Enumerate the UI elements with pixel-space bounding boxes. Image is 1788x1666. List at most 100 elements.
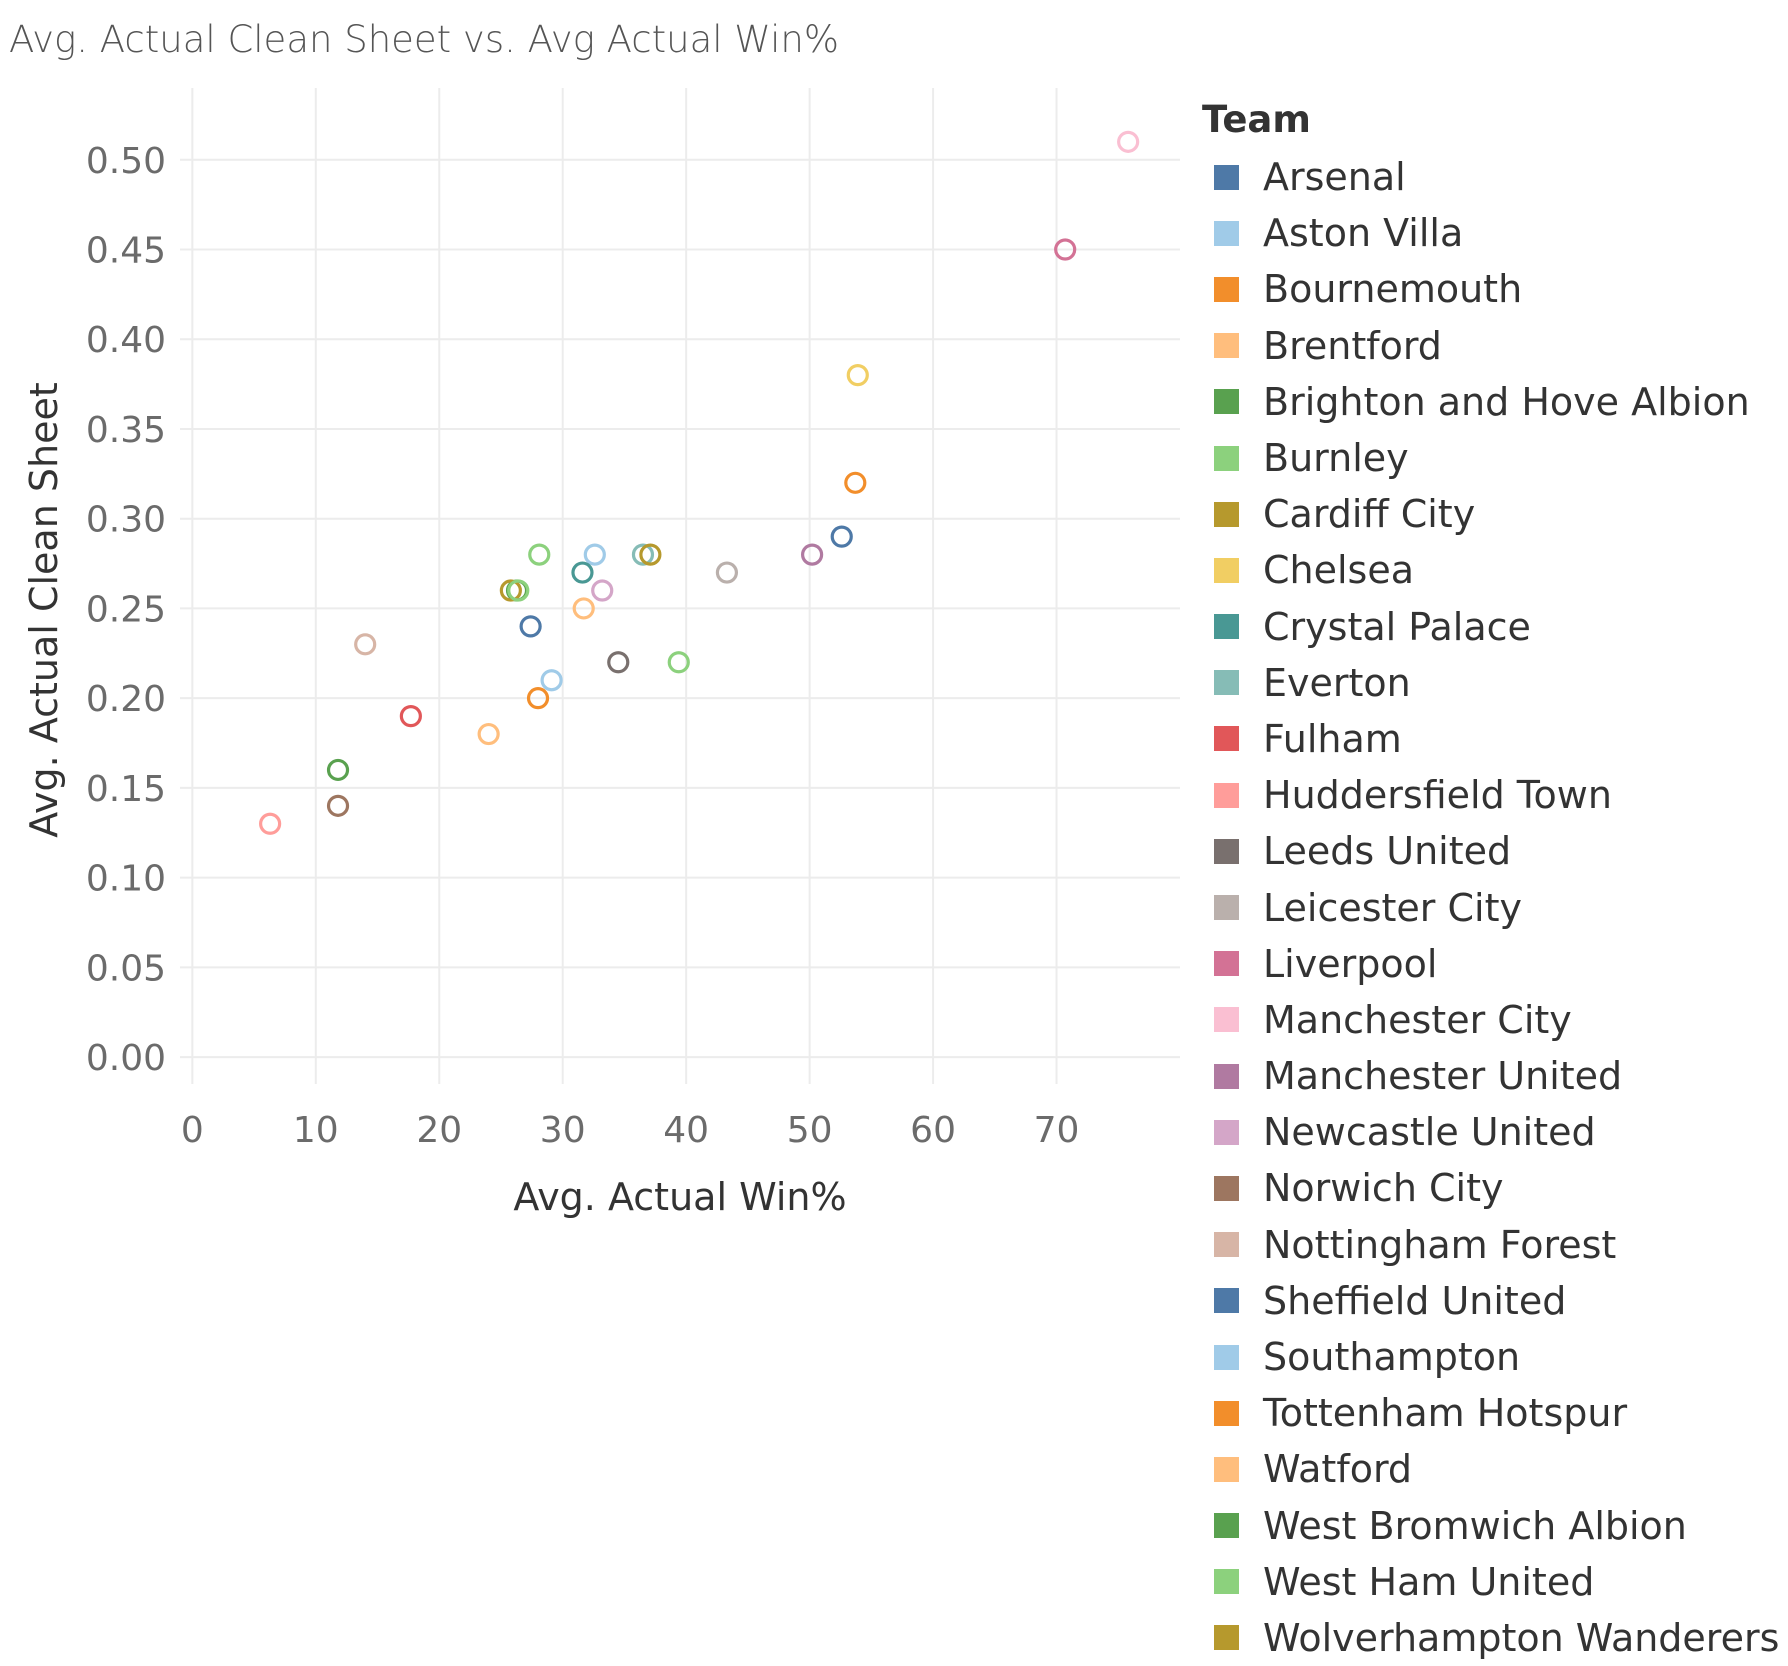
legend-item[interactable]: Fulham	[1200, 711, 1779, 767]
data-point[interactable]	[607, 651, 630, 674]
legend-item[interactable]: West Ham United	[1200, 1554, 1779, 1610]
legend-label: Manchester City	[1263, 997, 1572, 1042]
legend-label: Arsenal	[1263, 155, 1406, 200]
legend-title: Team	[1202, 98, 1311, 141]
legend-item[interactable]: Chelsea	[1200, 542, 1779, 598]
x-tick-label: 30	[540, 1110, 586, 1151]
y-axis-title: Avg. Actual Clean Sheet	[22, 382, 66, 837]
data-point[interactable]	[583, 543, 606, 566]
legend-label: Huddersfield Town	[1263, 773, 1612, 818]
data-point[interactable]	[715, 561, 739, 584]
data-point[interactable]	[354, 633, 377, 656]
legend-item[interactable]: Huddersfield Town	[1200, 767, 1779, 823]
y-tick-label: 0.15	[86, 769, 166, 810]
legend-item[interactable]: Burnley	[1200, 430, 1779, 486]
legend: Team Arsenal Aston Villa Bournemouth Brentf…	[1200, 98, 1779, 1666]
x-tick-label: 70	[1034, 1110, 1080, 1151]
data-point[interactable]	[631, 543, 655, 566]
legend-swatch	[1214, 220, 1239, 246]
legend-item[interactable]: Wolverhampton Wanderers	[1200, 1610, 1779, 1666]
legend-label: Everton	[1263, 660, 1411, 705]
legend-item[interactable]: Arsenal	[1200, 149, 1779, 205]
legend-item[interactable]: Brighton and Hove Albion	[1200, 374, 1779, 430]
y-tick-label: 0.35	[86, 410, 166, 451]
x-tick-label: 0	[181, 1110, 204, 1151]
data-point[interactable]	[1117, 130, 1140, 153]
scatter-plot: 0 10 20 30 40 50 60 70 0.00 0.05 0.10 0.15 0.20 0.25 0…	[22, 88, 1180, 1219]
y-tick-label: 0.45	[86, 231, 166, 272]
legend-label: West Bromwich Albion	[1263, 1503, 1687, 1548]
x-tick-label: 20	[416, 1110, 462, 1151]
legend-item[interactable]: Aston Villa	[1200, 205, 1779, 261]
data-point[interactable]	[326, 758, 350, 782]
legend-label: Nottingham Forest	[1263, 1222, 1617, 1267]
data-point[interactable]	[519, 615, 542, 638]
data-point[interactable]	[639, 543, 662, 566]
legend-item[interactable]: Everton	[1200, 655, 1779, 711]
legend-list: Arsenal Aston Villa Bournemouth Brentford Br…	[1200, 149, 1779, 1666]
legend-label: Leicester City	[1263, 885, 1522, 930]
legend-item[interactable]: Manchester City	[1200, 992, 1779, 1048]
legend-item[interactable]: Watford	[1200, 1441, 1779, 1497]
legend-label: Liverpool	[1263, 941, 1438, 986]
legend-label: West Ham United	[1263, 1559, 1595, 1604]
legend-item[interactable]: Leicester City	[1200, 879, 1779, 935]
data-point[interactable]	[477, 722, 500, 746]
x-tick-label: 60	[910, 1110, 956, 1151]
legend-swatch	[1214, 1344, 1239, 1370]
legend-item[interactable]: Manchester United	[1200, 1048, 1779, 1104]
legend-label: Southampton	[1263, 1335, 1521, 1380]
legend-label: Leeds United	[1263, 829, 1512, 874]
legend-label: Manchester United	[1263, 1054, 1623, 1099]
legend-swatch	[1214, 333, 1239, 359]
legend-item[interactable]: West Bromwich Albion	[1200, 1498, 1779, 1554]
data-point[interactable]	[499, 579, 522, 602]
data-point[interactable]	[667, 651, 690, 674]
legend-swatch	[1214, 276, 1239, 302]
legend-item[interactable]: Sheffield United	[1200, 1273, 1779, 1329]
legend-item[interactable]: Cardiff City	[1200, 486, 1779, 542]
legend-swatch	[1214, 445, 1239, 471]
data-point[interactable]	[507, 579, 530, 602]
legend-item[interactable]: Crystal Palace	[1200, 599, 1779, 655]
legend-item[interactable]: Nottingham Forest	[1200, 1217, 1779, 1273]
legend-item[interactable]: Southampton	[1200, 1329, 1779, 1385]
data-point[interactable]	[830, 525, 853, 548]
data-point[interactable]	[326, 794, 350, 817]
data-point[interactable]	[259, 812, 282, 835]
legend-swatch	[1214, 164, 1239, 190]
data-point[interactable]	[1054, 238, 1077, 261]
legend-item[interactable]: Bournemouth	[1200, 261, 1779, 317]
data-point[interactable]	[846, 364, 869, 387]
legend-item[interactable]: Tottenham Hotspur	[1200, 1385, 1779, 1441]
legend-swatch	[1214, 951, 1239, 977]
legend-item[interactable]: Liverpool	[1200, 936, 1779, 992]
chart-title: Avg. Actual Clean Sheet vs. Avg Actual W…	[9, 18, 839, 61]
legend-swatch	[1214, 782, 1239, 808]
legend-swatch	[1214, 1569, 1239, 1595]
data-point[interactable]	[526, 687, 550, 710]
legend-item[interactable]: Newcastle United	[1200, 1104, 1779, 1160]
legend-item[interactable]: Norwich City	[1200, 1160, 1779, 1216]
data-point[interactable]	[844, 471, 867, 494]
legend-item[interactable]: Brentford	[1200, 318, 1779, 374]
legend-label: Aston Villa	[1263, 211, 1464, 256]
data-point[interactable]	[540, 669, 563, 692]
y-tick-label: 0.10	[86, 859, 166, 900]
data-point[interactable]	[572, 597, 595, 620]
data-point[interactable]	[800, 543, 824, 566]
legend-swatch	[1214, 501, 1239, 527]
point-layer	[259, 130, 1140, 835]
y-tick-label: 0.05	[86, 948, 166, 989]
data-point[interactable]	[591, 579, 614, 602]
data-point[interactable]	[571, 561, 594, 584]
data-point[interactable]	[528, 543, 551, 566]
legend-swatch	[1214, 1625, 1239, 1651]
data-point[interactable]	[399, 705, 422, 728]
legend-swatch	[1214, 1175, 1239, 1201]
legend-swatch	[1214, 726, 1239, 752]
legend-label: Cardiff City	[1263, 492, 1476, 537]
legend-item[interactable]: Leeds United	[1200, 823, 1779, 879]
legend-swatch	[1214, 389, 1239, 415]
legend-swatch	[1214, 1513, 1239, 1539]
